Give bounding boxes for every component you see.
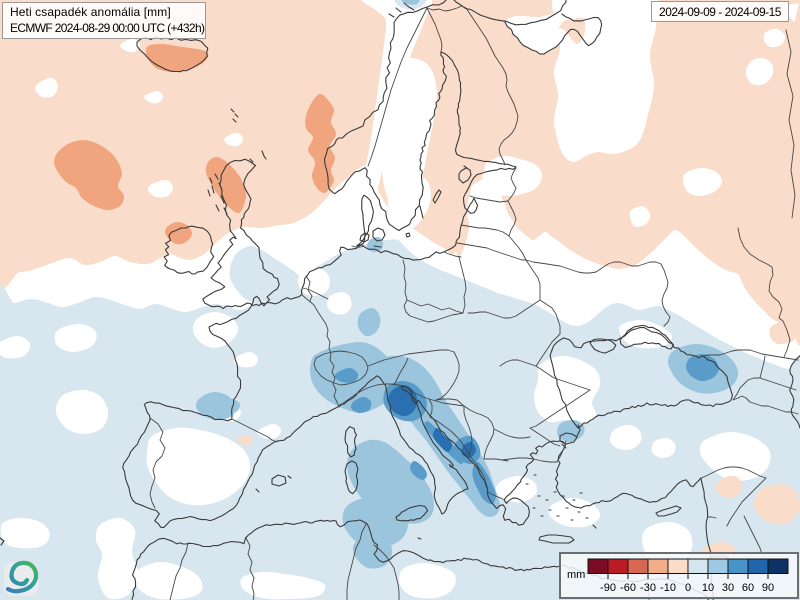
svg-text:-30: -30 bbox=[640, 582, 656, 594]
svg-text:-10: -10 bbox=[660, 582, 676, 594]
svg-text:30: 30 bbox=[722, 582, 734, 594]
svg-text:10: 10 bbox=[702, 582, 714, 594]
svg-text:-90: -90 bbox=[600, 582, 616, 594]
svg-text:-60: -60 bbox=[620, 582, 636, 594]
svg-text:mm: mm bbox=[567, 569, 585, 581]
svg-text:60: 60 bbox=[742, 582, 754, 594]
svg-text:90: 90 bbox=[762, 582, 774, 594]
svg-text:0: 0 bbox=[685, 582, 691, 594]
